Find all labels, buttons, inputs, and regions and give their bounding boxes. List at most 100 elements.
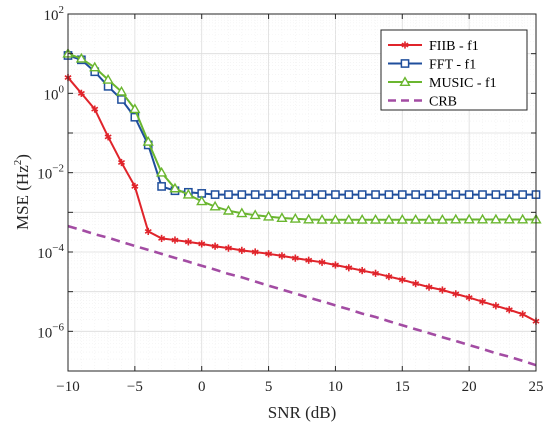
data-point-square — [411, 190, 421, 199]
data-point-asterisk — [251, 248, 259, 256]
data-point-square — [504, 190, 514, 199]
x-tick-label: 25 — [529, 379, 544, 395]
plot-frame — [67, 13, 537, 372]
data-point-triangle — [399, 76, 411, 87]
data-point-triangle — [155, 166, 168, 177]
data-point-asterisk — [265, 250, 273, 258]
series-crb — [67, 224, 537, 367]
data-point-asterisk — [385, 272, 393, 281]
data-point-triangle — [369, 213, 382, 224]
data-point-triangle — [115, 85, 128, 96]
data-point-triangle — [410, 213, 422, 224]
data-point-asterisk — [158, 234, 166, 243]
data-point-triangle — [316, 213, 328, 224]
data-point-triangle — [196, 195, 208, 206]
data-point-triangle — [396, 213, 408, 224]
data-point-triangle — [517, 213, 529, 224]
data-point-asterisk — [452, 290, 460, 298]
data-point-triangle — [436, 213, 449, 224]
y-tick-label: 10−6 — [37, 321, 64, 341]
data-point-triangle — [209, 200, 221, 211]
data-point-triangle — [423, 213, 435, 224]
data-point-square — [371, 190, 380, 199]
y-tick-label: 10−2 — [37, 163, 64, 183]
y-axis-label: MSE (Hz2) — [12, 154, 32, 230]
data-point-square — [491, 190, 501, 199]
data-point-asterisk — [398, 276, 406, 284]
data-point-square — [384, 190, 394, 199]
data-point-asterisk — [345, 264, 353, 272]
data-point-asterisk — [438, 286, 446, 294]
data-point-triangle — [303, 213, 315, 224]
data-point-square — [424, 190, 434, 199]
data-point-asterisk — [425, 283, 433, 291]
data-point-asterisk — [478, 298, 487, 306]
y-axis-label-main: MSE (Hz — [13, 165, 32, 230]
legend-label: FIIB - f1 — [429, 39, 479, 54]
data-point-square — [518, 190, 527, 199]
data-point-square — [103, 81, 113, 91]
data-point-triangle — [102, 73, 114, 84]
y-tick-label: 100 — [44, 83, 65, 103]
data-point-square — [290, 190, 300, 199]
data-point-square — [317, 190, 327, 199]
data-point-square — [478, 190, 487, 199]
data-point-triangle — [89, 61, 101, 72]
x-tick-label: 15 — [395, 379, 410, 395]
data-point-triangle — [343, 213, 355, 224]
data-point-square — [264, 190, 273, 199]
data-point-asterisk — [492, 302, 500, 310]
data-point-square — [400, 59, 410, 68]
data-point-asterisk — [131, 182, 139, 191]
data-point-triangle — [503, 213, 515, 224]
x-axis-label: SNR (dB) — [268, 403, 336, 422]
data-point-triangle — [289, 212, 301, 223]
data-point-asterisk — [305, 256, 313, 264]
data-point-asterisk — [505, 306, 513, 314]
data-point-triangle — [383, 213, 395, 224]
y-tick-label: 102 — [44, 4, 65, 24]
data-point-square — [451, 190, 461, 199]
data-point-asterisk — [224, 244, 232, 252]
data-point-square — [117, 95, 126, 104]
data-point-asterisk — [104, 133, 112, 141]
data-point-triangle — [249, 209, 261, 220]
data-point-square — [237, 190, 247, 199]
data-point-triangle — [75, 52, 87, 63]
data-point-asterisk — [401, 41, 409, 49]
x-tick-label: 10 — [328, 379, 343, 395]
data-point-asterisk — [412, 279, 420, 288]
data-point-triangle — [262, 210, 275, 221]
x-tick-label: 0 — [198, 379, 206, 395]
series-line — [67, 224, 537, 367]
legend: FIIB - f1 FFT - f1 MUSIC - f1 CRB — [380, 29, 528, 111]
axis-ticks: −10 −5 0 5 10 15 20 25 102 100 10−2 10−4 10−6 — [37, 4, 543, 395]
data-point-triangle — [236, 207, 248, 218]
data-point-triangle — [276, 212, 288, 222]
data-point-square — [397, 190, 407, 199]
data-point-asterisk — [198, 240, 206, 248]
data-point-square — [344, 190, 354, 199]
data-point-square — [250, 190, 260, 199]
data-point-asterisk — [278, 252, 286, 260]
data-point-square — [157, 182, 166, 191]
data-point-square — [210, 190, 220, 199]
data-point-triangle — [476, 213, 489, 224]
y-tick-label: 10−4 — [37, 242, 64, 262]
data-point-triangle — [169, 182, 181, 193]
data-point-asterisk — [238, 246, 246, 254]
data-point-triangle — [129, 103, 141, 114]
data-point-asterisk — [144, 227, 152, 236]
legend-label: FFT - f1 — [429, 58, 476, 73]
data-point-asterisk — [171, 236, 179, 244]
data-point-asterisk — [318, 258, 326, 266]
legend-label: MUSIC - f1 — [429, 76, 497, 91]
series-layer — [62, 47, 542, 367]
data-point-asterisk — [211, 242, 219, 250]
data-point-triangle — [329, 213, 342, 224]
data-point-square — [224, 190, 233, 199]
data-point-square — [464, 190, 474, 199]
data-point-square — [331, 190, 340, 199]
data-point-triangle — [142, 135, 154, 146]
data-point-asterisk — [91, 105, 99, 113]
